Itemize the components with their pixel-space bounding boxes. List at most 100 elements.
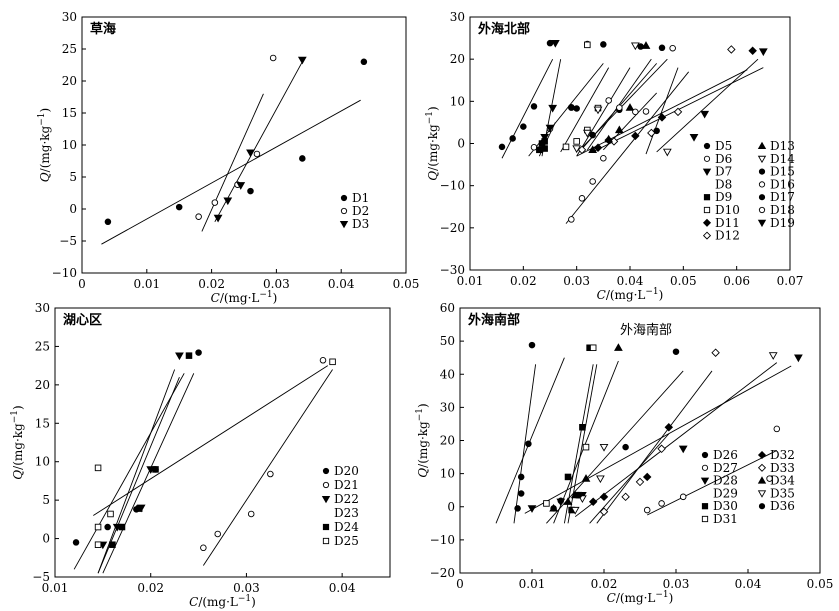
panel-2-point-d14 (593, 106, 603, 115)
panel-2-fit-line-d17 (645, 67, 679, 155)
panel-2-point-d17 (653, 127, 660, 135)
panel-1-xtick-label: 0.02 (198, 277, 225, 291)
panel-2-ytick-label: 10 (450, 94, 465, 108)
panel-4-point-d32 (588, 497, 598, 507)
panel-2-xtick-label: 0.01 (457, 274, 484, 288)
panel-3-ylabel: Q/(mg·kg−1) (10, 405, 25, 479)
panel-4-xtick-label: 0.03 (663, 577, 690, 591)
panel-4-point-d33 (711, 348, 720, 357)
panel-2-legend-marker-d12 (702, 231, 712, 240)
panel-2-fit-line-d14 (581, 58, 668, 149)
panel-2-point-d12 (577, 145, 587, 155)
panel-4-point-d36 (575, 491, 583, 499)
panel-3-legend-label: D25 (334, 534, 359, 548)
panel-1-xlabel: C/(mg·L−1) (211, 290, 278, 305)
panel-4-point-d32 (599, 492, 609, 502)
panel-2-legend-marker-d14 (757, 155, 767, 164)
panel-1-point-d2 (195, 213, 202, 220)
panel-2-legend-label: D16 (770, 177, 795, 191)
panel-4-fit-line-d27 (646, 450, 778, 516)
panel-2-point-d6 (530, 144, 538, 151)
panel-3-xtick-label: 0.03 (233, 581, 260, 595)
panel-1-point-d1 (247, 187, 254, 195)
panel-2-legend-marker-d10 (703, 206, 711, 214)
panel-1-xtick-label: 0.04 (328, 277, 355, 291)
panel-4-point-d27 (766, 475, 773, 482)
panel-3-ytick-label: 0 (42, 532, 50, 546)
panel-3-legend-label: D24 (334, 520, 359, 534)
panel-1-legend-label: D1 (352, 191, 369, 205)
panel-4-fit-line-d28 (524, 365, 792, 514)
panel-4-legend-label: D27 (713, 461, 738, 475)
panel-2-point-d13 (604, 134, 614, 143)
panel-4-annotation: 外海南部 (620, 322, 672, 338)
panel-2-point-d6 (605, 97, 612, 104)
panel-1-xlabel-text: C/(mg·L−1) (211, 290, 278, 305)
panel-4-point-d36 (557, 497, 565, 505)
panel-4-fit-line-d30 (563, 364, 594, 524)
panel-4-point-d33 (621, 492, 630, 502)
panel-2-fit-line-d5 (501, 58, 554, 159)
panel-4-point-d26 (517, 490, 525, 497)
panel-1-point-d1 (360, 58, 368, 66)
panel-4-legend-label: D26 (713, 448, 738, 462)
panel-3-point-d24 (152, 466, 159, 473)
panel-2-ytick-label: −30 (440, 263, 465, 277)
panel-4-point-d28 (527, 505, 537, 513)
panel-2-fit-line-d15 (576, 67, 631, 157)
panel-1-point-d2 (269, 54, 277, 62)
panel-1-ytick-label: 25 (62, 42, 77, 56)
panel-3-legend-label: D20 (334, 464, 359, 478)
panel-1-ytick-label: 10 (62, 138, 77, 152)
panel-2-point-d15 (568, 104, 575, 111)
panel-3-point-d20 (195, 349, 202, 356)
panel-2-title: 外海北部 (477, 21, 530, 37)
panel-4-frame (459, 307, 821, 574)
panel-1-point-d3 (297, 56, 307, 65)
panel-1-ytick-label: −10 (52, 266, 77, 280)
panel-1-legend-marker-d1 (340, 194, 348, 202)
panel-1-xtick-label: 0.01 (133, 277, 160, 291)
panel-2-point-d5 (509, 135, 516, 142)
panel-2-legend-marker-d11 (702, 218, 712, 227)
panel-2-point-d10 (573, 138, 580, 145)
panel-4-fit-line-d32 (589, 433, 670, 524)
panel-4-point-d36 (622, 443, 629, 451)
panel-3-ytick-label: 5 (42, 493, 50, 507)
panel-4-xtick-label: 0.04 (735, 577, 762, 591)
panel-2-point-d10 (562, 143, 570, 151)
panel-1-ylabel-text: Q/(mg·kg−1) (37, 108, 52, 182)
panel-4-legend-marker-d31 (701, 515, 709, 523)
panel-4-fit-line-d26 (513, 364, 537, 524)
panel-3-fit-line-d21 (202, 369, 333, 566)
panel-4-point-d30 (564, 473, 572, 481)
panel-2-xtick-label: 0.02 (510, 274, 537, 288)
panel-2-point-d16 (600, 155, 607, 162)
panel-4-point-d34 (563, 497, 573, 505)
panel-4-ylabel-text: Q/(mg·kg−1) (415, 403, 430, 477)
panel-4-point-d26 (517, 473, 525, 481)
panel-2-point-d16 (578, 195, 586, 202)
panel-3-point-d25 (94, 523, 102, 531)
panel-3-point-d25 (107, 510, 114, 518)
panel-2-point-d9 (536, 146, 543, 154)
panel-3-fit-line-d25 (93, 365, 329, 516)
panel-4-ytick-label: 60 (440, 301, 455, 315)
panel-2-point-d13 (641, 41, 651, 49)
panel-3-point-d22 (175, 352, 184, 361)
panel-2-point-d19 (689, 134, 699, 142)
panel-2-point-d9 (541, 138, 548, 145)
panel-4-ytick-label: −10 (430, 533, 455, 547)
panel-4-point-d26 (525, 440, 532, 448)
panel-3-ytick-label: 20 (35, 378, 50, 392)
panel-2-point-d16 (589, 178, 596, 185)
panel-4-legend-label: D34 (770, 474, 795, 488)
panel-2-legend-label: D12 (715, 229, 740, 243)
panel-2-point-d7 (548, 104, 558, 113)
panel-2-ylabel: Q/(mg·kg−1) (425, 106, 440, 180)
panel-3-ytick-label: 15 (35, 416, 50, 430)
panel-4-ylabel: Q/(mg·kg−1) (415, 403, 430, 477)
panel-2-point-d9 (541, 145, 548, 152)
panel-3-legend-marker-d24 (322, 523, 330, 531)
panel-3-fit-line-d24 (97, 369, 176, 574)
